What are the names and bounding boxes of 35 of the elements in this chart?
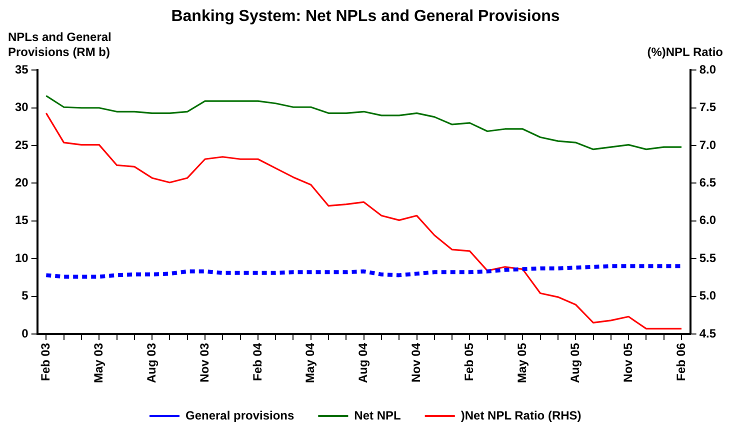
y2-tick-label: 7.0 [699, 138, 716, 152]
x-tick-label: May 03 [91, 342, 106, 384]
y2-tick-label: 6.5 [699, 176, 716, 190]
y2-tick-label: 4.5 [699, 326, 716, 340]
x-tick-label: Feb 04 [250, 342, 264, 381]
x-tick-label: May 04 [303, 342, 318, 384]
y-tick-label: 35 [14, 62, 29, 77]
y-axis-title: NPLs and General Provisions (RM b) [8, 30, 112, 60]
legend-label: General provisions [185, 408, 295, 422]
y2-axis-title: (%)NPL Ratio [647, 45, 723, 60]
y2-tick-label: 5.0 [699, 288, 716, 303]
x-tick-label: Feb 06 [674, 342, 688, 381]
y-tick-label: 15 [14, 213, 29, 228]
legend-label: )Net NPL Ratio (RHS) [460, 408, 582, 422]
y-tick-label: 5 [22, 288, 29, 303]
chart-title: Banking System: Net NPLs and General Provisions [170, 8, 561, 27]
legend-label: Net NPL [354, 408, 401, 422]
x-tick-label: Feb 03 [38, 342, 52, 381]
x-tick-label: Nov 03 [197, 342, 212, 382]
y-tick-label: 0 [22, 326, 29, 340]
y2-tick-label: 6.0 [699, 213, 716, 228]
y2-tick-label: 5.5 [699, 250, 716, 265]
x-tick-label: Aug 05 [568, 342, 582, 383]
x-tick-label: Feb 05 [462, 342, 476, 381]
x-tick-label: Nov 04 [409, 342, 424, 382]
y-tick-label: 20 [14, 176, 29, 190]
y-tick-label: 30 [14, 100, 29, 114]
x-tick-label: Aug 03 [144, 342, 158, 383]
x-tick-label: Aug 04 [356, 342, 370, 383]
y-tick-label: 10 [14, 250, 29, 265]
y2-tick-label: 8.0 [699, 62, 716, 77]
y2-tick-label: 7.5 [699, 100, 716, 114]
x-tick-label: Nov 05 [620, 342, 635, 382]
y-tick-label: 25 [14, 138, 29, 152]
x-tick-label: May 05 [514, 342, 529, 384]
